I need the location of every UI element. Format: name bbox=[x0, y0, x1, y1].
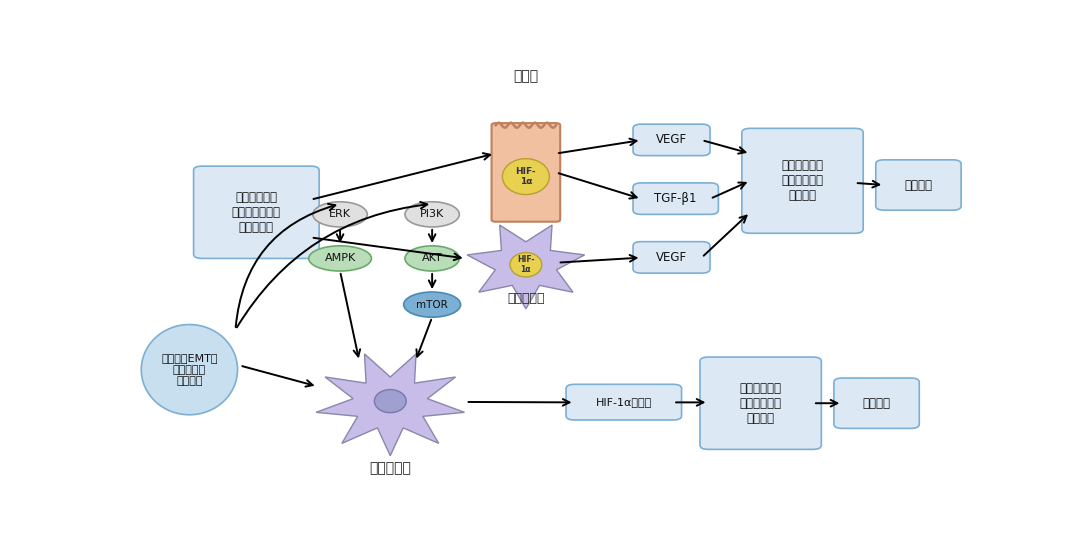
Text: VEGF: VEGF bbox=[656, 251, 687, 264]
Text: AKT: AKT bbox=[422, 253, 443, 263]
FancyBboxPatch shape bbox=[834, 378, 919, 428]
Ellipse shape bbox=[313, 202, 367, 227]
Text: 肝星状细胞激
活、增殖和胶
原的沉积: 肝星状细胞激 活、增殖和胶 原的沉积 bbox=[740, 382, 782, 425]
Text: HIF-1α的活化: HIF-1α的活化 bbox=[596, 397, 652, 407]
Polygon shape bbox=[468, 225, 584, 309]
Text: 肝星状细胞: 肝星状细胞 bbox=[508, 292, 544, 305]
Text: TGF-β1: TGF-β1 bbox=[654, 192, 697, 205]
Ellipse shape bbox=[141, 324, 238, 415]
Text: 肝纤维化: 肝纤维化 bbox=[863, 397, 891, 410]
FancyBboxPatch shape bbox=[633, 124, 710, 156]
Text: 肝纤维化: 肝纤维化 bbox=[904, 179, 932, 191]
Ellipse shape bbox=[309, 246, 372, 271]
Text: HIF-
1α: HIF- 1α bbox=[515, 167, 536, 186]
Text: AMPK: AMPK bbox=[324, 253, 355, 263]
Text: 肝星状细胞: 肝星状细胞 bbox=[369, 461, 411, 475]
Text: PI3K: PI3K bbox=[420, 209, 444, 220]
FancyBboxPatch shape bbox=[742, 128, 863, 233]
FancyBboxPatch shape bbox=[193, 166, 320, 258]
FancyBboxPatch shape bbox=[491, 123, 561, 222]
FancyBboxPatch shape bbox=[700, 357, 822, 450]
Text: VEGF: VEGF bbox=[656, 134, 687, 147]
Ellipse shape bbox=[404, 292, 460, 317]
Text: 肝星状细胞激
活、增殖和胶
原的沉积: 肝星状细胞激 活、增殖和胶 原的沉积 bbox=[782, 159, 824, 202]
Ellipse shape bbox=[502, 159, 550, 195]
Ellipse shape bbox=[375, 390, 406, 413]
Ellipse shape bbox=[405, 202, 459, 227]
Text: 通过调节EMT、
自噬和组蛋
白甲基化: 通过调节EMT、 自噬和组蛋 白甲基化 bbox=[161, 353, 218, 386]
Text: 缺氧、生长因
子、细胞因子、
氧化应激等: 缺氧、生长因 子、细胞因子、 氧化应激等 bbox=[232, 191, 281, 234]
FancyBboxPatch shape bbox=[633, 183, 718, 214]
Text: HIF-
1α: HIF- 1α bbox=[517, 255, 535, 275]
Text: mTOR: mTOR bbox=[416, 300, 448, 310]
Text: 肝细胞: 肝细胞 bbox=[513, 69, 539, 83]
Polygon shape bbox=[316, 354, 464, 456]
Text: ERK: ERK bbox=[329, 209, 351, 220]
FancyBboxPatch shape bbox=[566, 384, 681, 420]
FancyBboxPatch shape bbox=[633, 241, 710, 273]
Ellipse shape bbox=[405, 246, 459, 271]
Ellipse shape bbox=[510, 252, 542, 277]
FancyBboxPatch shape bbox=[876, 160, 961, 210]
